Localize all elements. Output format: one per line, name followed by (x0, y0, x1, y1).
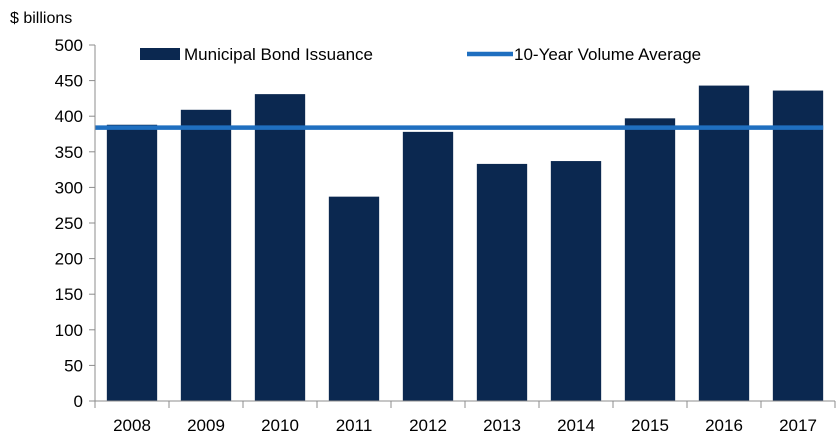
y-tick-label-350: 350 (55, 143, 83, 162)
x-tick-label-2017: 2017 (779, 416, 817, 435)
bar-2012 (402, 131, 454, 401)
x-tick-label-2009: 2009 (187, 416, 225, 435)
bar-2011 (328, 196, 380, 401)
x-tick-label-2011: 2011 (336, 416, 373, 435)
bar-2015 (624, 118, 676, 401)
y-tick-label-100: 100 (55, 321, 83, 340)
y-tick-label-200: 200 (55, 250, 83, 269)
x-tick-label-2015: 2015 (631, 416, 669, 435)
y-tick-label-0: 0 (74, 392, 83, 411)
y-tick-label-400: 400 (55, 107, 83, 126)
bar-2013 (476, 163, 528, 401)
bar-2017 (772, 90, 824, 402)
y-tick-label-250: 250 (55, 214, 83, 233)
bar-2010 (254, 94, 306, 402)
legend-swatch-bar (140, 48, 180, 60)
y-axis-unit-label: $ billions (10, 10, 72, 27)
y-tick-label-150: 150 (55, 285, 83, 304)
legend-label-line: 10-Year Volume Average (514, 45, 701, 64)
y-tick-label-50: 50 (64, 356, 83, 375)
y-tick-label-450: 450 (55, 72, 83, 91)
y-tick-label-500: 500 (55, 36, 83, 55)
y-tick-label-300: 300 (55, 178, 83, 197)
bar-2008 (106, 124, 158, 401)
x-tick-label-2014: 2014 (557, 416, 595, 435)
x-tick-label-2013: 2013 (483, 416, 521, 435)
legend-label-bar: Municipal Bond Issuance (184, 45, 373, 64)
x-tick-label-2008: 2008 (113, 416, 151, 435)
bar-2016 (698, 85, 750, 402)
bar-2009 (180, 109, 232, 402)
bar-2014 (550, 161, 602, 401)
x-tick-label-2016: 2016 (705, 416, 743, 435)
x-tick-label-2012: 2012 (409, 416, 447, 435)
x-tick-label-2010: 2010 (261, 416, 299, 435)
